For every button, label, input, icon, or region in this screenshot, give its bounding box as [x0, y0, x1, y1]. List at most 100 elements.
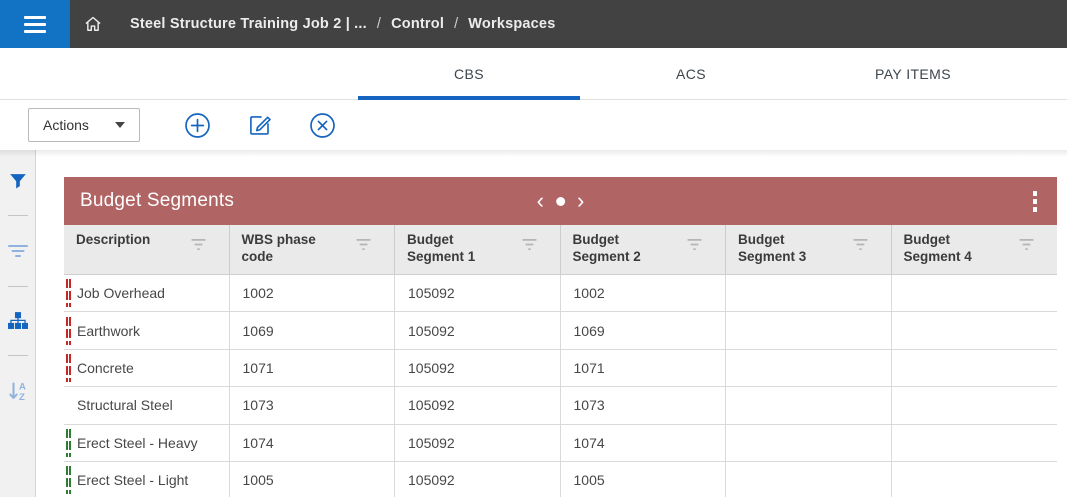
actions-button[interactable]: Actions	[28, 108, 140, 142]
cell-text: 105092	[408, 434, 455, 451]
table-row[interactable]: Erect Steel - Heavy 1074 105092 1074	[64, 424, 1058, 462]
cell-description[interactable]: Erect Steel - Heavy	[64, 424, 230, 461]
cell-description[interactable]: Erect Steel - Light	[64, 461, 230, 497]
home-icon	[85, 16, 101, 31]
column-header-budget-segment-1[interactable]: Budget Segment 1	[395, 225, 561, 274]
tab-cbs[interactable]: CBS	[358, 48, 580, 100]
cell-budget-segment-2[interactable]: 1005	[561, 461, 726, 497]
cell-budget-segment-3[interactable]	[726, 275, 892, 312]
content-area: A Z Budget Segments ‹ › Description	[0, 150, 1067, 497]
row-status-indicator	[66, 316, 71, 345]
cell-wbs-phase-code[interactable]: 1069	[230, 312, 395, 349]
cell-budget-segment-4[interactable]	[892, 462, 1058, 497]
edit-button[interactable]	[247, 112, 273, 138]
cell-budget-segment-3[interactable]	[726, 312, 892, 349]
sort-az-button[interactable]: A Z	[6, 373, 30, 409]
sidebar-divider	[7, 215, 28, 216]
cell-text: Structural Steel	[77, 397, 173, 414]
edit-icon	[250, 116, 271, 135]
table-row[interactable]: Job Overhead 1002 105092 1002	[64, 275, 1058, 313]
cell-description[interactable]: Job Overhead	[64, 275, 230, 312]
sidebar-divider	[7, 355, 28, 356]
cell-budget-segment-1[interactable]: 105092	[395, 349, 561, 387]
column-filter-icon[interactable]	[190, 237, 207, 252]
tab-pay-items[interactable]: PAY ITEMS	[875, 65, 951, 82]
toolbar: Actions	[0, 100, 1067, 150]
carousel-prev-button[interactable]: ‹	[536, 188, 544, 213]
cell-budget-segment-2[interactable]: 1073	[561, 387, 726, 424]
column-filter-icon[interactable]	[355, 237, 372, 252]
cancel-button[interactable]	[309, 112, 336, 139]
cell-budget-segment-4[interactable]	[892, 350, 1058, 386]
cell-budget-segment-3[interactable]	[726, 387, 892, 424]
cell-text: 1002	[573, 285, 605, 302]
cell-budget-segment-1[interactable]: 105092	[395, 275, 561, 312]
column-filter-icon[interactable]	[521, 237, 538, 252]
column-header-description[interactable]: Description	[64, 225, 230, 274]
column-header-budget-segment-2[interactable]: Budget Segment 2	[561, 225, 726, 274]
table-row[interactable]: Earthwork 1069 105092 1069	[64, 312, 1058, 350]
breadcrumb-control[interactable]: Control	[391, 16, 445, 32]
cell-budget-segment-1[interactable]: 105092	[395, 424, 561, 461]
table-rows: Job Overhead 1002 105092 1002 Earthwork …	[64, 275, 1057, 497]
row-status-indicator	[66, 466, 71, 495]
cell-budget-segment-4[interactable]	[892, 312, 1058, 348]
cell-budget-segment-4[interactable]	[892, 425, 1058, 461]
kebab-menu-button[interactable]	[1027, 187, 1043, 216]
breadcrumb-project[interactable]: Steel Structure Training Job 2 | ...	[130, 16, 367, 32]
carousel-next-button[interactable]: ›	[577, 188, 585, 213]
table-row[interactable]: Structural Steel 1073 105092 1073	[64, 387, 1058, 425]
hamburger-menu-button[interactable]	[0, 0, 70, 48]
cell-budget-segment-1[interactable]: 105092	[395, 312, 561, 349]
cell-wbs-phase-code[interactable]: 1073	[230, 387, 395, 424]
cell-text: 105092	[408, 472, 455, 489]
cell-wbs-phase-code[interactable]: 1002	[230, 275, 395, 312]
cell-budget-segment-2[interactable]: 1069	[561, 312, 726, 349]
segment-carousel: ‹ ›	[535, 190, 587, 212]
cell-wbs-phase-code[interactable]: 1071	[230, 349, 395, 387]
cell-budget-segment-1[interactable]: 105092	[395, 461, 561, 497]
cell-budget-segment-3[interactable]	[726, 349, 892, 387]
cell-budget-segment-3[interactable]	[726, 461, 892, 497]
table-row[interactable]: Concrete 1071 105092 1071	[64, 349, 1058, 388]
top-bar: Steel Structure Training Job 2 | ... / C…	[0, 0, 1067, 48]
cell-budget-segment-1[interactable]: 105092	[395, 387, 561, 424]
cell-wbs-phase-code[interactable]: 1074	[230, 424, 395, 461]
column-filter-icon[interactable]	[852, 237, 869, 252]
cell-text: 1071	[573, 359, 605, 376]
table-row[interactable]: Erect Steel - Light 1005 105092 1005	[64, 461, 1058, 497]
column-header-budget-segment-3[interactable]: Budget Segment 3	[726, 225, 892, 274]
cell-budget-segment-4[interactable]	[892, 275, 1058, 311]
add-button[interactable]	[184, 112, 211, 139]
cell-text: 1071	[242, 359, 274, 376]
column-label: WBS phase code	[241, 232, 316, 264]
filter-lines-button[interactable]	[6, 233, 30, 269]
home-button[interactable]	[70, 0, 116, 48]
cell-text: 1002	[242, 285, 274, 302]
cell-text: 105092	[408, 285, 455, 302]
row-status-indicator	[66, 279, 71, 308]
side-rail: A Z	[0, 150, 36, 497]
tab-acs[interactable]: ACS	[676, 65, 706, 82]
grid-title: Budget Segments	[80, 190, 235, 211]
cell-budget-segment-2[interactable]: 1071	[561, 349, 726, 387]
column-label: Description	[76, 232, 151, 247]
actions-label: Actions	[43, 117, 89, 133]
cell-budget-segment-3[interactable]	[726, 424, 892, 461]
cell-budget-segment-4[interactable]	[892, 387, 1058, 423]
column-header-wbs-phase-code[interactable]: WBS phase code	[230, 225, 395, 274]
cell-text: 105092	[408, 359, 455, 376]
column-filter-icon[interactable]	[1018, 237, 1035, 252]
cell-description[interactable]: Earthwork	[64, 312, 230, 349]
column-header-budget-segment-4[interactable]: Budget Segment 4	[892, 225, 1058, 274]
cell-wbs-phase-code[interactable]: 1005	[230, 461, 395, 497]
cell-description[interactable]: Structural Steel	[64, 387, 230, 424]
hierarchy-button[interactable]	[7, 304, 29, 338]
cell-text: Earthwork	[77, 322, 141, 339]
column-filter-icon[interactable]	[686, 237, 703, 252]
cell-budget-segment-2[interactable]: 1074	[561, 424, 726, 461]
filter-button[interactable]	[7, 164, 29, 198]
breadcrumb-workspaces[interactable]: Workspaces	[468, 16, 556, 32]
cell-description[interactable]: Concrete	[64, 349, 230, 387]
cell-budget-segment-2[interactable]: 1002	[561, 275, 726, 312]
